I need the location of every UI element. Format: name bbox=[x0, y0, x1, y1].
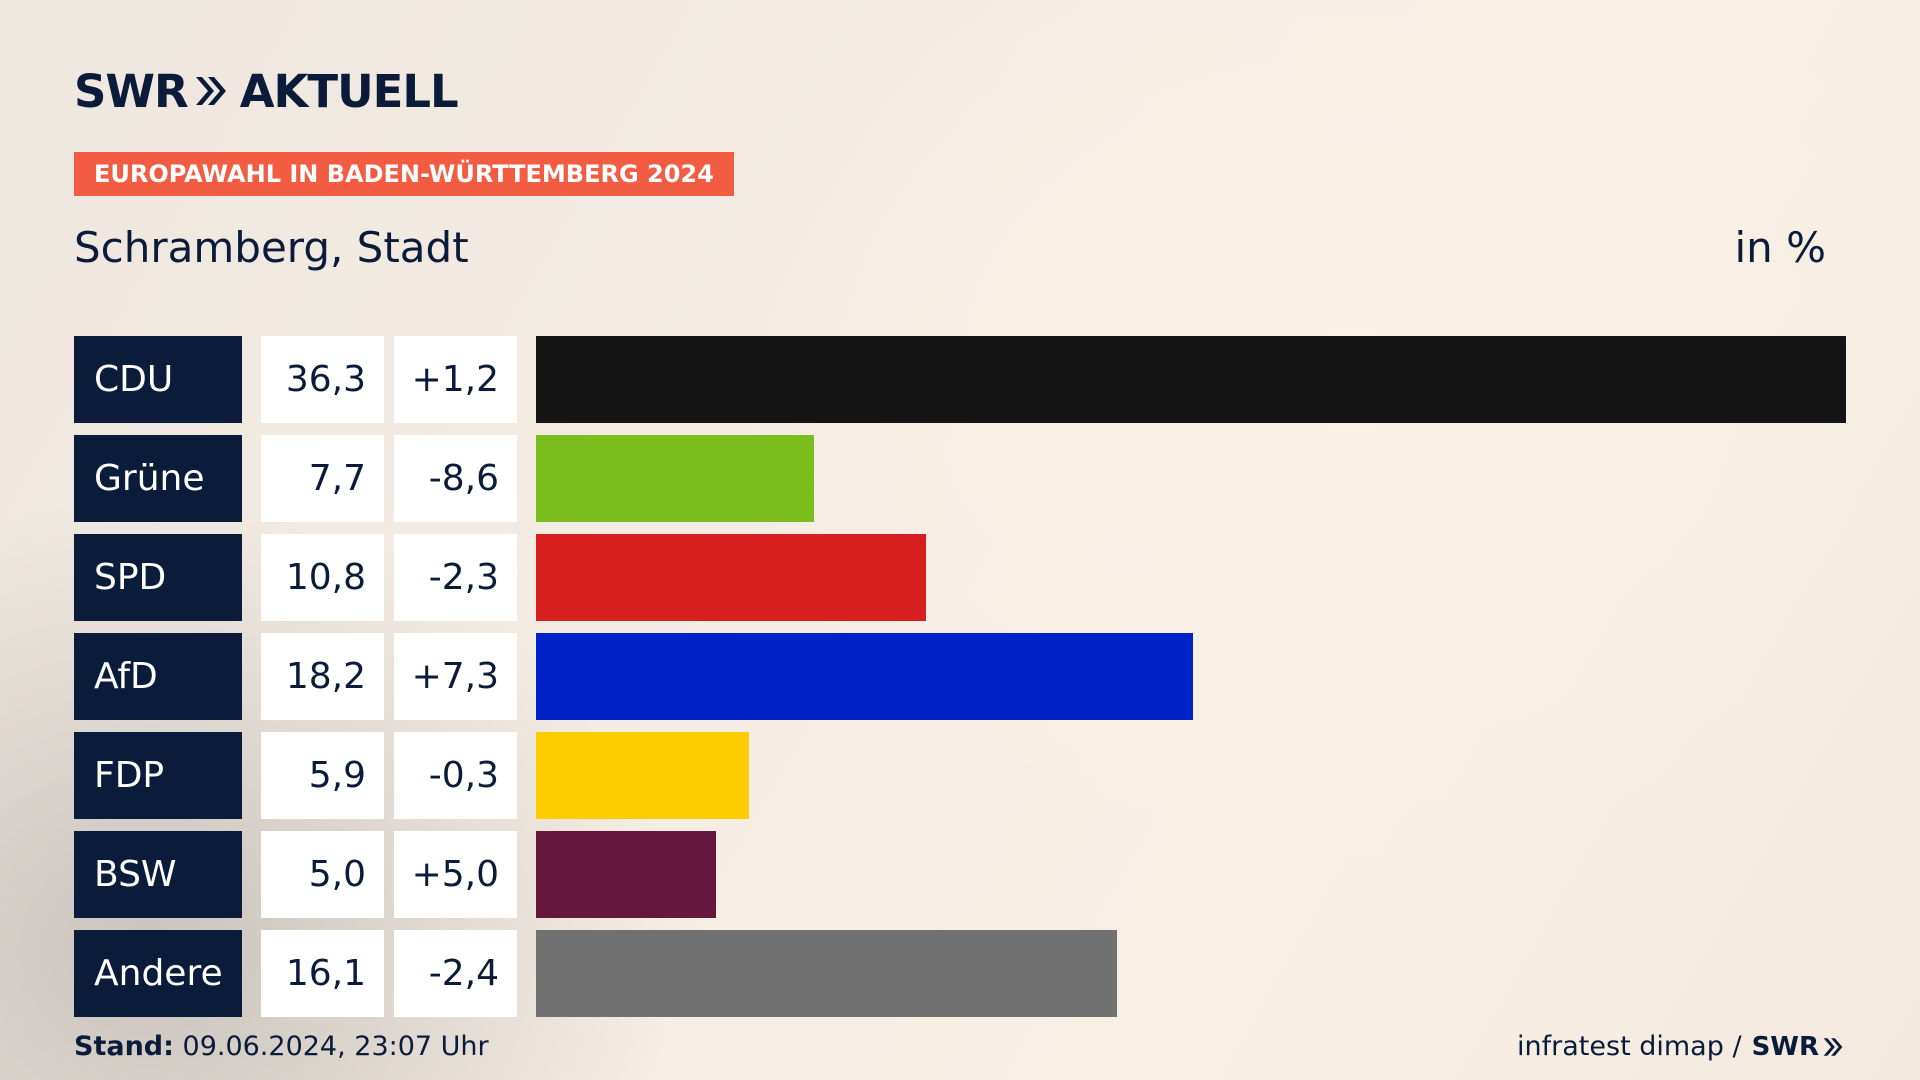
bar bbox=[536, 435, 814, 522]
vote-share-label: 5,0 bbox=[261, 831, 384, 918]
change-label: +7,3 bbox=[394, 633, 517, 720]
vote-share-label: 7,7 bbox=[261, 435, 384, 522]
chart-row: Grüne 7,7 -8,6 bbox=[74, 435, 1846, 522]
bar bbox=[536, 732, 749, 819]
unit-label: in % bbox=[1734, 223, 1826, 272]
logo-aktuell-text: AKTUELL bbox=[239, 64, 459, 118]
swr-mini-logo: SWR bbox=[1752, 1030, 1844, 1064]
bar bbox=[536, 633, 1193, 720]
mini-logo-text: SWR bbox=[1751, 1032, 1819, 1062]
stand-label: Stand: bbox=[74, 1031, 174, 1062]
change-label: -2,3 bbox=[394, 534, 517, 621]
change-label: +1,2 bbox=[394, 336, 517, 423]
chart-row: BSW 5,0 +5,0 bbox=[74, 831, 1846, 918]
change-label: +5,0 bbox=[394, 831, 517, 918]
party-label: Grüne bbox=[74, 435, 242, 522]
logo-swr-text: SWR bbox=[74, 64, 189, 118]
stand-value: 09.06.2024, 23:07 Uhr bbox=[182, 1031, 489, 1062]
chart-row: CDU 36,3 +1,2 bbox=[74, 336, 1846, 423]
results-chart: CDU 36,3 +1,2 Grüne 7,7 -8,6 SPD 10,8 -2,3 AfD 18,… bbox=[74, 336, 1846, 1017]
change-label: -2,4 bbox=[394, 930, 517, 1017]
vote-share-label: 18,2 bbox=[261, 633, 384, 720]
source-credit: infratest dimap / SWR bbox=[1517, 1030, 1844, 1064]
bar bbox=[536, 831, 716, 918]
vote-share-label: 5,9 bbox=[261, 732, 384, 819]
party-label: SPD bbox=[74, 534, 242, 621]
chart-row: AfD 18,2 +7,3 bbox=[74, 633, 1846, 720]
chart-row: SPD 10,8 -2,3 bbox=[74, 534, 1846, 621]
change-label: -8,6 bbox=[394, 435, 517, 522]
election-tag: EUROPAWAHL IN BADEN-WÜRTTEMBERG 2024 bbox=[74, 152, 734, 196]
bar bbox=[536, 930, 1117, 1017]
vote-share-label: 36,3 bbox=[261, 336, 384, 423]
mini-chevron-icon bbox=[1823, 1038, 1843, 1056]
change-label: -0,3 bbox=[394, 732, 517, 819]
swr-aktuell-logo: SWR AKTUELL bbox=[74, 64, 459, 118]
chart-row: Andere 16,1 -2,4 bbox=[74, 930, 1846, 1017]
source-label: infratest dimap / bbox=[1517, 1031, 1742, 1062]
party-label: Andere bbox=[74, 930, 242, 1017]
chart-row: FDP 5,9 -0,3 bbox=[74, 732, 1846, 819]
vote-share-label: 10,8 bbox=[261, 534, 384, 621]
double-chevron-icon bbox=[194, 65, 228, 118]
party-label: BSW bbox=[74, 831, 242, 918]
party-label: CDU bbox=[74, 336, 242, 423]
timestamp: Stand: 09.06.2024, 23:07 Uhr bbox=[74, 1030, 489, 1064]
bar bbox=[536, 534, 926, 621]
bar bbox=[536, 336, 1846, 423]
party-label: AfD bbox=[74, 633, 242, 720]
party-label: FDP bbox=[74, 732, 242, 819]
vote-share-label: 16,1 bbox=[261, 930, 384, 1017]
region-title: Schramberg, Stadt bbox=[74, 223, 469, 272]
